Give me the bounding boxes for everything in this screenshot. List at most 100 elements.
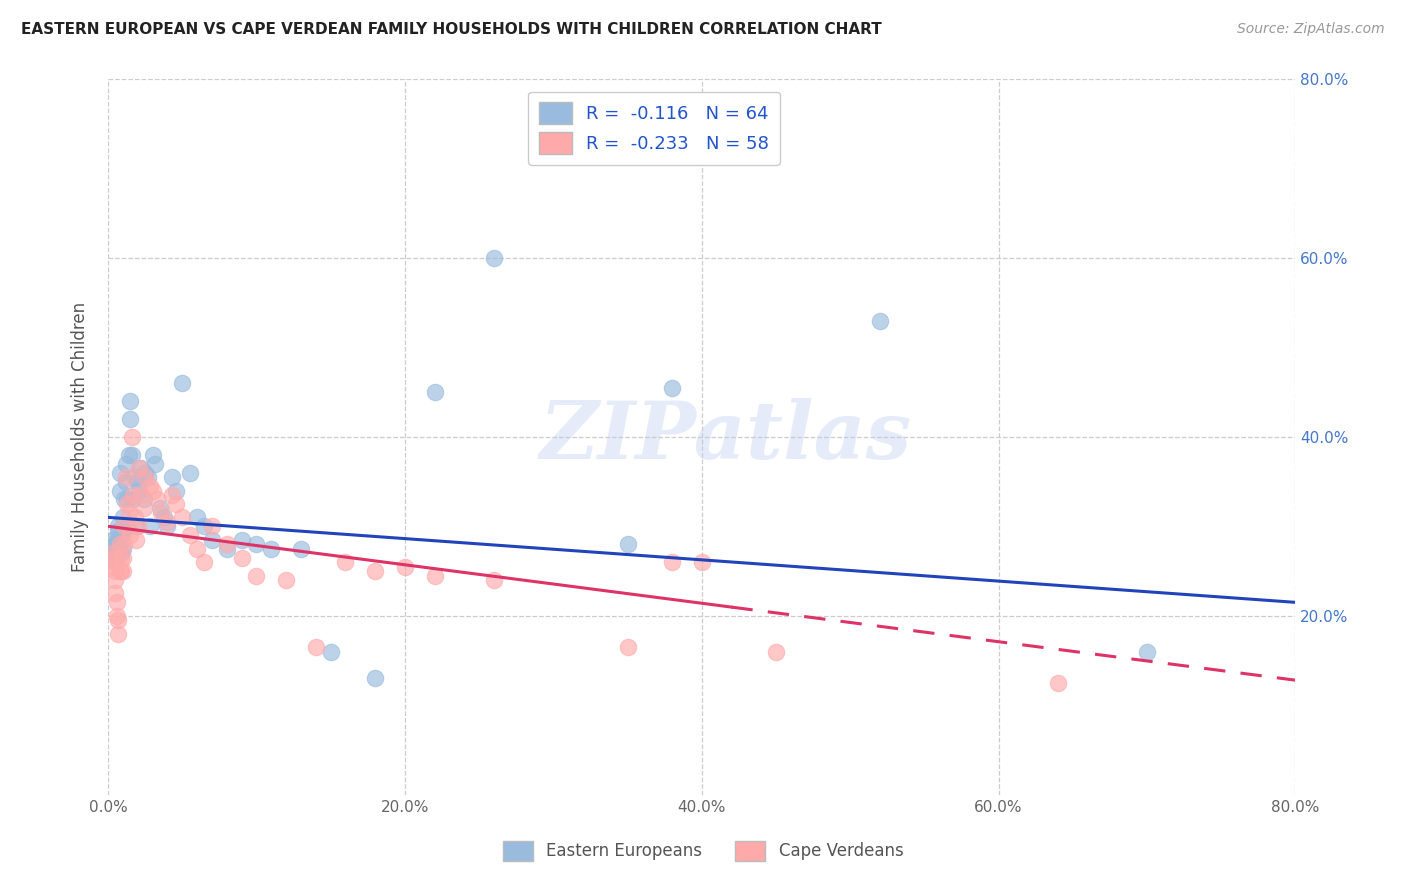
Point (364, 672, 387, 686)
Point (215, 541, 238, 556)
Point (107, 537, 129, 551)
Point (134, 470, 156, 484)
Point (132, 492, 155, 507)
Point (231, 550, 253, 565)
Point (107, 519, 129, 533)
Point (128, 461, 150, 475)
Point (482, 251, 505, 265)
Point (765, 644, 787, 658)
Point (616, 640, 638, 654)
Point (101, 546, 124, 560)
Point (165, 497, 187, 511)
Point (107, 626, 129, 640)
Point (110, 546, 132, 560)
Point (122, 492, 145, 507)
Point (101, 533, 124, 547)
Point (156, 519, 179, 533)
Text: EASTERN EUROPEAN VS CAPE VERDEAN FAMILY HOUSEHOLDS WITH CHILDREN CORRELATION CHA: EASTERN EUROPEAN VS CAPE VERDEAN FAMILY … (21, 22, 882, 37)
Point (103, 559, 125, 574)
Point (423, 568, 446, 582)
Point (104, 564, 127, 578)
Point (103, 550, 125, 565)
Point (122, 488, 145, 502)
Point (319, 644, 342, 658)
Point (149, 501, 172, 516)
Point (305, 640, 328, 654)
Point (121, 448, 143, 462)
Point (1046, 676, 1069, 690)
Point (111, 524, 134, 538)
Point (616, 537, 638, 551)
Point (114, 470, 136, 484)
Point (260, 541, 283, 556)
Point (114, 457, 136, 471)
Point (108, 466, 131, 480)
Point (124, 510, 146, 524)
Point (193, 555, 215, 569)
Point (120, 528, 142, 542)
Point (118, 506, 141, 520)
Point (110, 564, 132, 578)
Point (124, 470, 146, 484)
Point (112, 519, 135, 533)
Point (111, 564, 134, 578)
Point (141, 448, 163, 462)
Point (138, 479, 160, 493)
Y-axis label: Family Households with Children: Family Households with Children (72, 301, 89, 572)
Text: ZIPatlas: ZIPatlas (540, 398, 911, 475)
Point (274, 573, 297, 587)
Point (104, 537, 127, 551)
Point (110, 550, 132, 565)
Point (120, 412, 142, 426)
Point (141, 483, 163, 498)
Point (117, 497, 139, 511)
Point (156, 515, 179, 529)
Point (108, 533, 131, 547)
Point (108, 537, 131, 551)
Point (153, 510, 176, 524)
Point (111, 510, 134, 524)
Point (179, 528, 201, 542)
Point (112, 524, 135, 538)
Point (117, 519, 139, 533)
Legend: R =  -0.116   N = 64, R =  -0.233   N = 58: R = -0.116 N = 64, R = -0.233 N = 58 (529, 92, 780, 164)
Point (364, 564, 387, 578)
Point (245, 568, 267, 582)
Point (201, 519, 224, 533)
Point (201, 533, 224, 547)
Point (869, 313, 891, 327)
Point (136, 470, 159, 484)
Point (105, 608, 128, 623)
Point (104, 546, 127, 560)
Point (125, 519, 148, 533)
Point (118, 448, 141, 462)
Point (245, 537, 267, 551)
Point (104, 586, 127, 600)
Point (105, 595, 128, 609)
Point (172, 376, 194, 391)
Point (111, 550, 134, 565)
Point (110, 533, 132, 547)
Point (160, 488, 183, 502)
Point (193, 519, 215, 533)
Point (690, 555, 713, 569)
Point (107, 524, 129, 538)
Point (105, 541, 128, 556)
Point (145, 457, 167, 471)
Point (108, 483, 131, 498)
Point (125, 533, 148, 547)
Point (146, 492, 169, 507)
Point (127, 519, 149, 533)
Point (129, 488, 152, 502)
Point (335, 555, 357, 569)
Point (172, 510, 194, 524)
Point (103, 550, 125, 565)
Point (160, 470, 183, 484)
Point (215, 537, 238, 551)
Legend: Eastern Europeans, Cape Verdeans: Eastern Europeans, Cape Verdeans (496, 834, 910, 868)
Point (111, 541, 134, 556)
Point (108, 564, 131, 578)
Point (661, 381, 683, 395)
Point (105, 533, 128, 547)
Point (165, 483, 187, 498)
